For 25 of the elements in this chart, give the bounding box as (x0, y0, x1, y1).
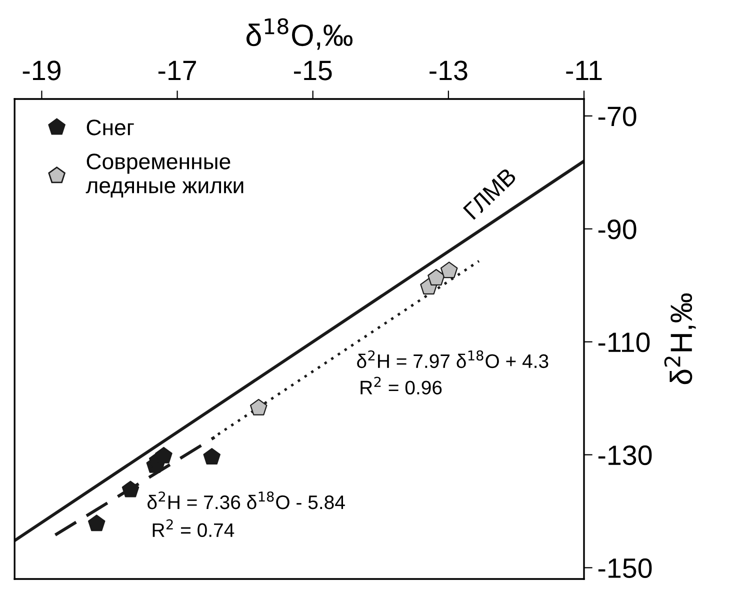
y-tick-label: -150 (598, 558, 652, 578)
y-tick-label: -110 (598, 332, 650, 352)
x-tick-label: -19 (22, 60, 60, 80)
annotation: δ$^{2}$H = 7.36 δ$^{18}$O - 5.84 (148, 491, 345, 510)
annotation: R$^{2}$ = 0.96 (360, 376, 442, 394)
point (155, 446, 172, 464)
y-tick-label: -130 (598, 445, 652, 466)
x-tick-label: -13 (430, 60, 468, 80)
legend-label: Снег (86, 120, 134, 136)
annotation: R$^{2}$ = 0.74 (152, 519, 234, 538)
point (88, 514, 106, 532)
point (203, 448, 220, 464)
x-tick-label: -11 (566, 60, 602, 80)
y-tick-label: -90 (598, 220, 636, 240)
x-axis-title: δ$^{18}$O,‰ (246, 18, 353, 50)
annotation: δ$^{2}$H = 7.97 δ$^{18}$O + 4.3 (357, 350, 548, 368)
x-tick-label: -15 (294, 60, 332, 80)
point (250, 398, 268, 416)
point (122, 480, 140, 498)
y-tick-label: -70 (598, 106, 636, 126)
x-tick-label: -17 (158, 60, 196, 80)
point (428, 268, 445, 286)
point (440, 262, 458, 278)
legend-label: Современные ледяные жилки (86, 154, 244, 198)
y-axis-title: δ$^{2}$H,‰ (664, 293, 696, 384)
